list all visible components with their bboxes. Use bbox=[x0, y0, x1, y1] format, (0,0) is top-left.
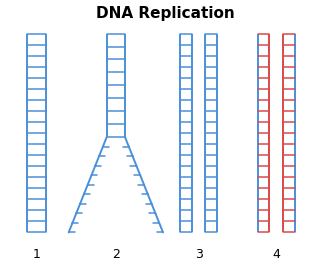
Text: 4: 4 bbox=[272, 248, 280, 261]
Text: 2: 2 bbox=[112, 248, 120, 261]
Text: 3: 3 bbox=[195, 248, 203, 261]
Text: DNA Replication: DNA Replication bbox=[96, 6, 235, 21]
Text: 1: 1 bbox=[32, 248, 40, 261]
